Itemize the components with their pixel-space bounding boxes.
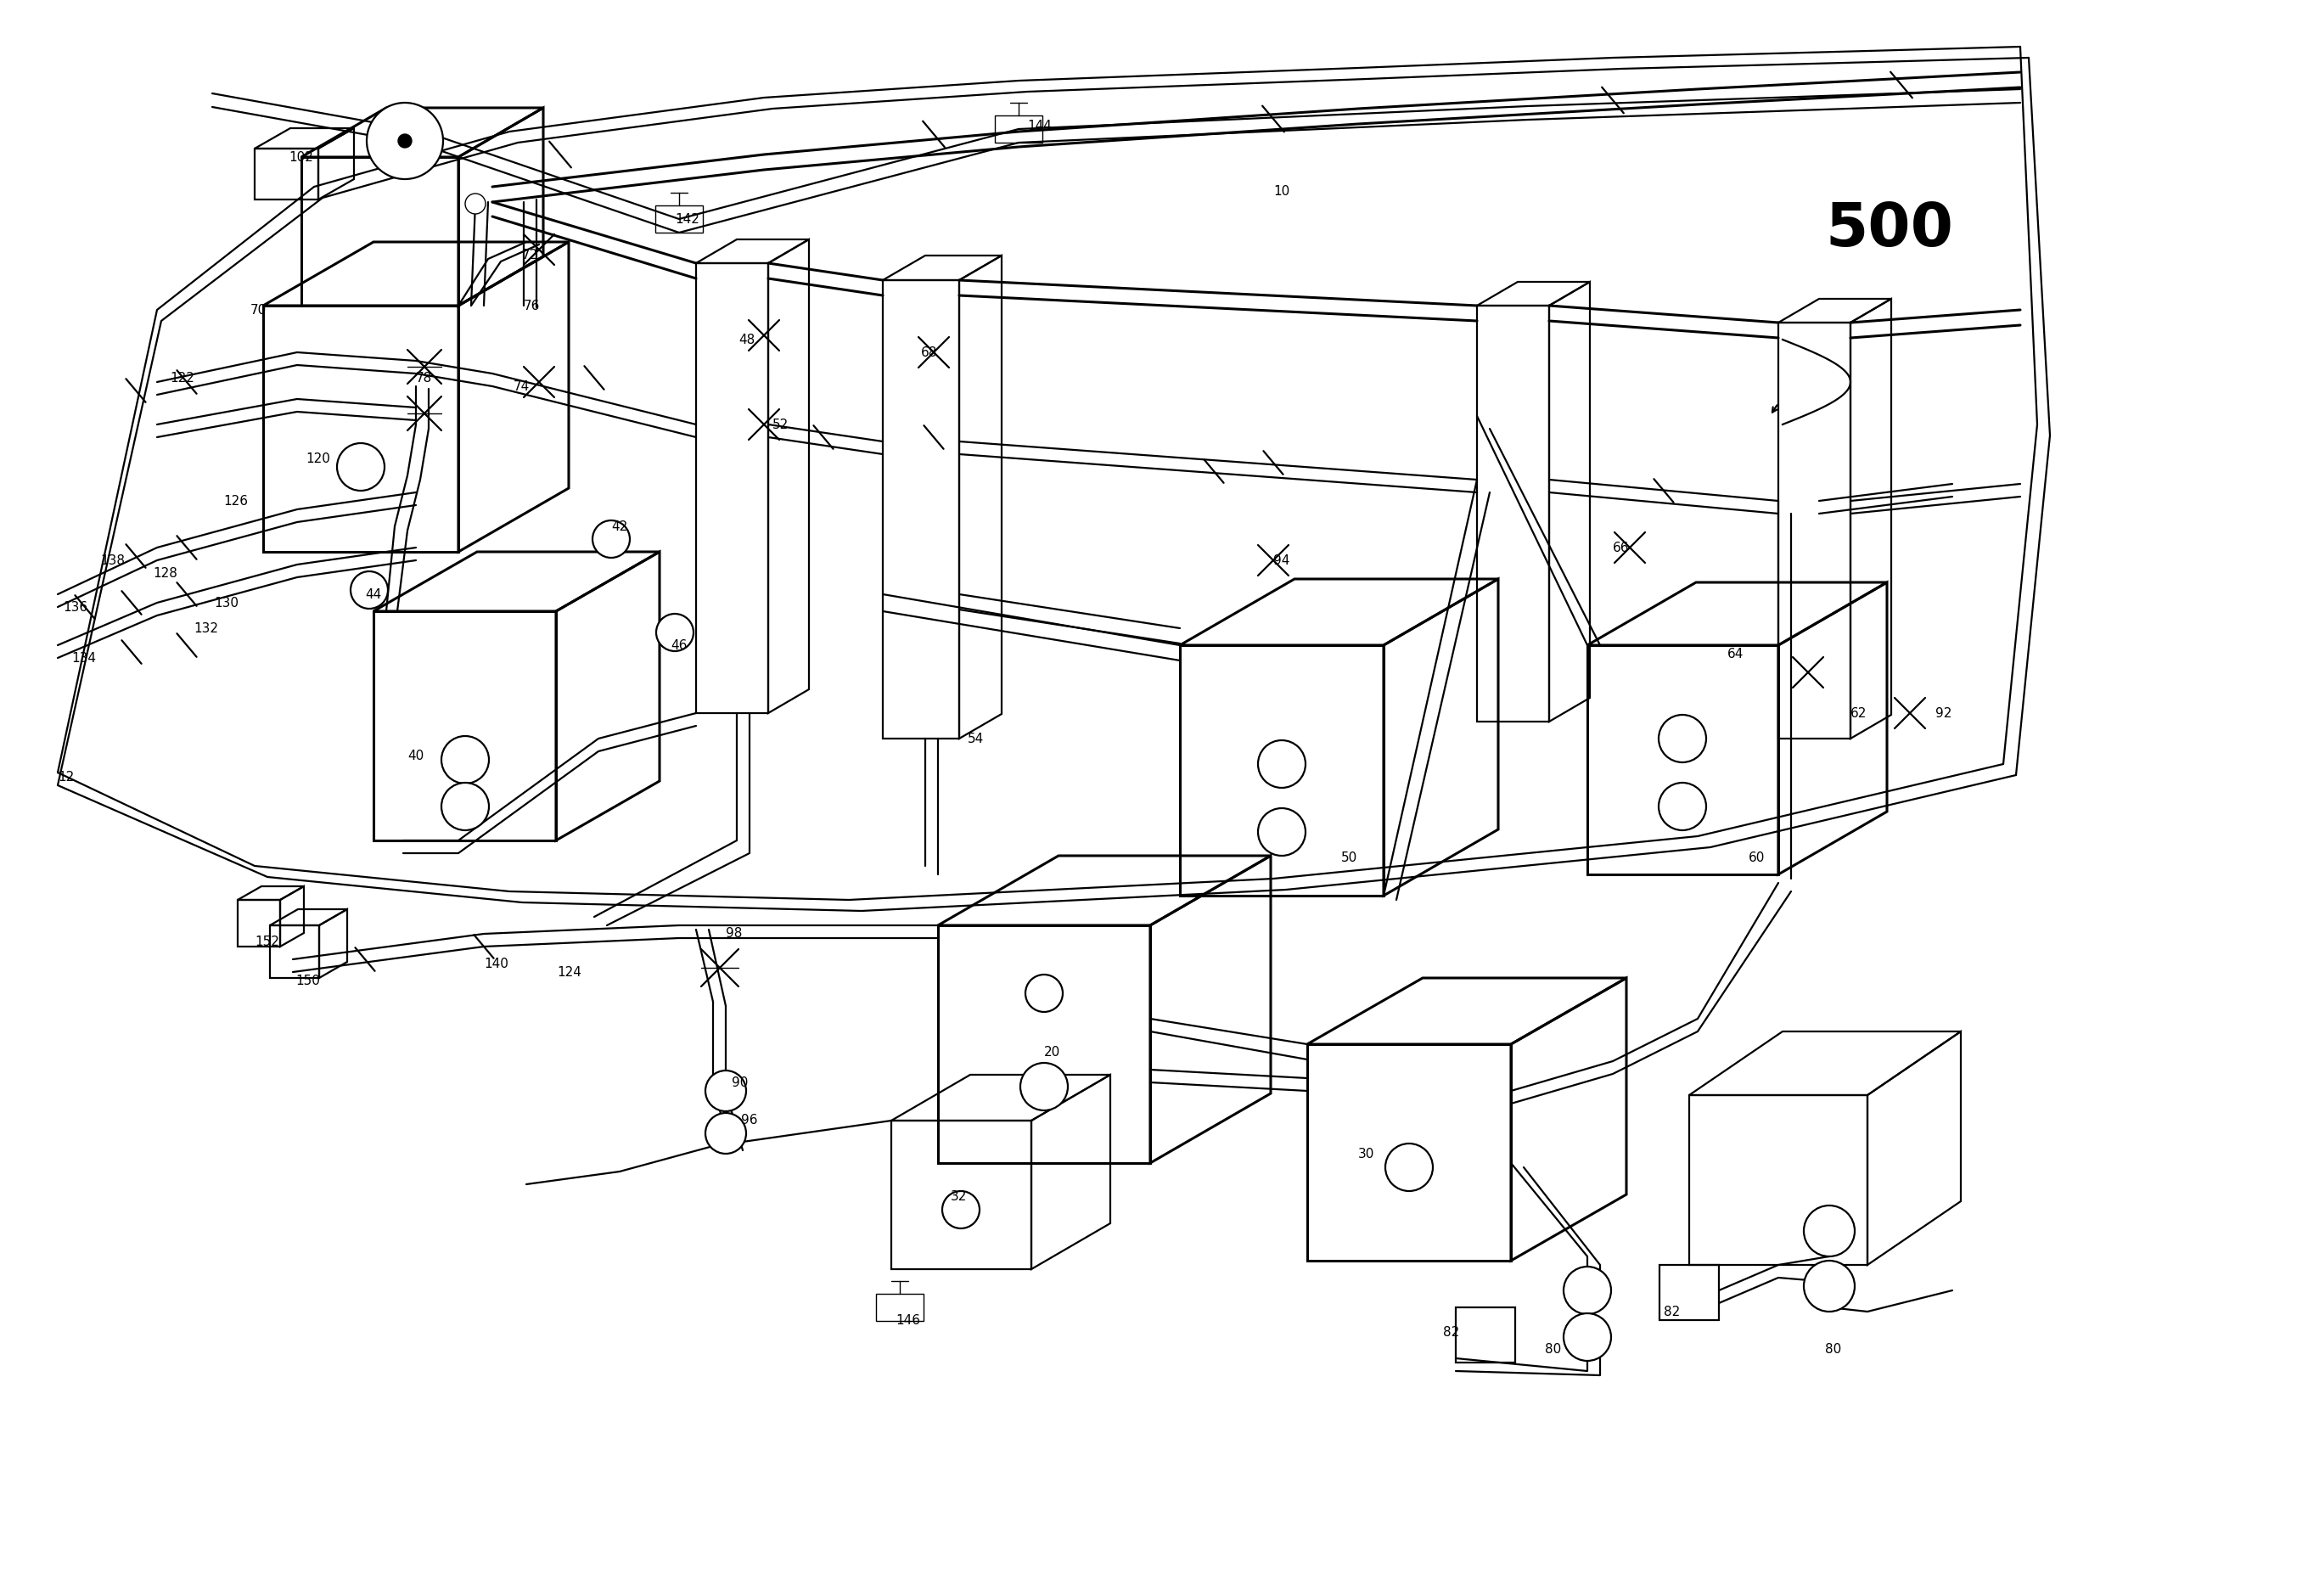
- Text: 46: 46: [672, 638, 688, 651]
- Circle shape: [367, 102, 443, 179]
- Text: 12: 12: [58, 771, 74, 784]
- Text: 76: 76: [524, 300, 540, 311]
- Text: 138: 138: [99, 554, 125, 567]
- Text: 62: 62: [1851, 707, 1867, 720]
- Text: 500: 500: [1826, 200, 1953, 259]
- Text: 90: 90: [732, 1076, 748, 1088]
- Text: 134: 134: [72, 651, 97, 664]
- Circle shape: [1025, 975, 1062, 1012]
- Circle shape: [1258, 741, 1306, 788]
- Circle shape: [942, 1191, 979, 1229]
- Text: 50: 50: [1341, 851, 1357, 863]
- Circle shape: [706, 1071, 745, 1111]
- Circle shape: [351, 571, 388, 608]
- Text: 40: 40: [409, 749, 425, 761]
- Text: 94: 94: [1274, 554, 1290, 567]
- Text: 42: 42: [612, 520, 628, 533]
- Circle shape: [1563, 1267, 1611, 1314]
- Text: 74: 74: [515, 380, 531, 393]
- Text: 10: 10: [1274, 185, 1290, 198]
- Circle shape: [655, 614, 692, 651]
- Text: 132: 132: [194, 622, 219, 635]
- Text: 144: 144: [1027, 120, 1052, 132]
- Circle shape: [1659, 715, 1706, 763]
- Text: 120: 120: [305, 452, 330, 464]
- Text: 140: 140: [485, 958, 508, 970]
- Text: 136: 136: [62, 600, 88, 613]
- Text: 126: 126: [224, 495, 247, 508]
- Text: 48: 48: [739, 334, 755, 346]
- Text: 146: 146: [896, 1314, 921, 1326]
- Circle shape: [1020, 1063, 1069, 1111]
- Text: 80: 80: [1544, 1344, 1560, 1357]
- Text: 80: 80: [1826, 1344, 1842, 1357]
- Text: 30: 30: [1357, 1148, 1376, 1160]
- Text: 52: 52: [773, 418, 789, 431]
- Circle shape: [1805, 1261, 1856, 1312]
- Circle shape: [441, 782, 489, 830]
- Text: 142: 142: [674, 212, 699, 225]
- Circle shape: [593, 520, 630, 557]
- Text: 72: 72: [522, 249, 538, 262]
- Circle shape: [337, 444, 385, 490]
- Text: 82: 82: [1664, 1306, 1680, 1318]
- Text: 128: 128: [152, 567, 178, 579]
- Circle shape: [466, 193, 485, 214]
- Text: 68: 68: [921, 346, 937, 359]
- Text: 32: 32: [951, 1191, 967, 1203]
- Circle shape: [1563, 1314, 1611, 1361]
- Circle shape: [397, 134, 411, 148]
- Text: 54: 54: [967, 733, 983, 745]
- Text: 124: 124: [556, 966, 582, 978]
- Text: 82: 82: [1442, 1326, 1459, 1339]
- Circle shape: [1805, 1205, 1856, 1256]
- Text: 92: 92: [1936, 707, 1953, 720]
- Text: 44: 44: [365, 587, 381, 600]
- Text: 66: 66: [1613, 541, 1629, 554]
- Circle shape: [441, 736, 489, 784]
- Text: 98: 98: [725, 927, 743, 940]
- Circle shape: [1659, 782, 1706, 830]
- Circle shape: [1258, 808, 1306, 855]
- Text: 20: 20: [1043, 1047, 1059, 1060]
- Text: 78: 78: [415, 372, 432, 385]
- Text: 96: 96: [741, 1114, 757, 1127]
- Text: 122: 122: [171, 372, 194, 385]
- Text: 130: 130: [215, 597, 238, 610]
- Circle shape: [706, 1112, 745, 1154]
- Text: 150: 150: [295, 974, 321, 986]
- Text: 60: 60: [1749, 851, 1766, 863]
- Circle shape: [1385, 1143, 1433, 1191]
- Text: 152: 152: [254, 935, 279, 948]
- Text: 70: 70: [249, 303, 268, 316]
- Text: 64: 64: [1726, 648, 1745, 661]
- Text: 102: 102: [288, 150, 314, 163]
